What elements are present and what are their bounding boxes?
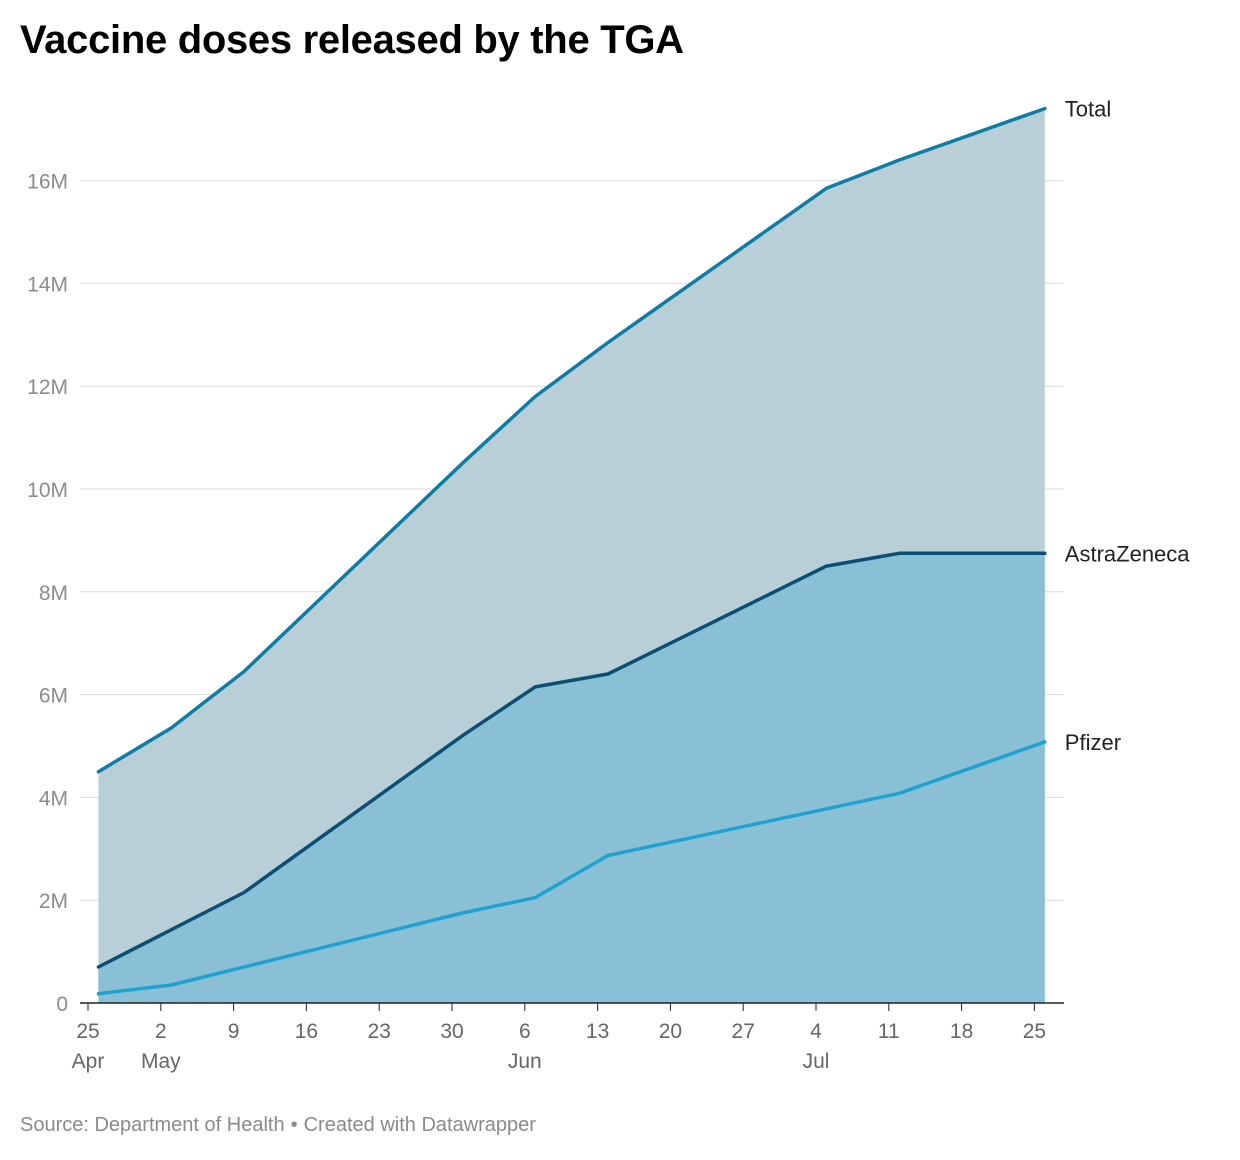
y-tick-label: 2M bbox=[39, 890, 68, 913]
astrazeneca-label: AstraZeneca bbox=[1065, 541, 1190, 566]
x-tick-label: 30 bbox=[440, 1020, 463, 1043]
y-tick-label: 16M bbox=[27, 171, 68, 194]
astrazeneca-area bbox=[98, 553, 1045, 1003]
y-tick-label: 14M bbox=[27, 273, 68, 296]
x-tick-month-label: May bbox=[141, 1050, 181, 1073]
pfizer-line bbox=[96, 740, 1047, 996]
x-axis-ticks: 25 Apr 2 May 9 16 23 30 6 Jun 13 20 27 4 Jul 11 18 25 bbox=[72, 1003, 1046, 1073]
total-line bbox=[96, 106, 1047, 774]
credit-note: Created with Datawrapper bbox=[303, 1114, 536, 1136]
y-tick-label: 6M bbox=[39, 685, 68, 708]
x-tick-label: 4 bbox=[810, 1020, 822, 1043]
x-tick-label: 2 bbox=[155, 1020, 167, 1043]
chart-title: Vaccine doses released by the TGA bbox=[20, 18, 684, 62]
x-tick-label: 11 bbox=[878, 1020, 900, 1043]
x-tick-label: 9 bbox=[228, 1020, 240, 1043]
x-tick-month-label: Jul bbox=[803, 1050, 830, 1073]
y-tick-label: 10M bbox=[27, 479, 68, 502]
astrazeneca-line bbox=[96, 551, 1047, 969]
x-tick-label: 25 bbox=[1023, 1020, 1046, 1043]
x-tick-label: 13 bbox=[586, 1020, 609, 1043]
chart-footer: Source: Department of Health • Created wit… bbox=[20, 1114, 536, 1137]
x-tick-label: 18 bbox=[950, 1020, 973, 1043]
y-tick-label: 0 bbox=[56, 993, 68, 1016]
chart-areas bbox=[98, 108, 1045, 1004]
x-tick-label: 6 bbox=[519, 1020, 531, 1043]
y-tick-label: 12M bbox=[27, 376, 68, 399]
x-tick-label: 20 bbox=[659, 1020, 682, 1043]
x-tick-label: 25 bbox=[76, 1020, 99, 1043]
x-tick-label: 16 bbox=[295, 1020, 318, 1043]
y-tick-label: 8M bbox=[39, 582, 68, 605]
chart: 0 2M 4M 6M 8M 10M 12M 14M 16M 25 Apr 2 May 9 16 23 30 6 J… bbox=[27, 97, 1190, 1073]
footer-separator: • bbox=[290, 1114, 298, 1136]
series-labels: Total AstraZeneca Pfizer bbox=[1065, 97, 1190, 755]
pfizer-label: Pfizer bbox=[1065, 730, 1121, 755]
x-tick-month-label: Jun bbox=[508, 1050, 542, 1073]
total-label: Total bbox=[1065, 97, 1111, 122]
x-tick-month-label: Apr bbox=[72, 1050, 105, 1073]
x-tick-label: 23 bbox=[368, 1020, 391, 1043]
y-axis-ticks: 0 2M 4M 6M 8M 10M 12M 14M 16M bbox=[27, 171, 68, 1016]
x-tick-label: 27 bbox=[732, 1020, 755, 1043]
y-tick-label: 4M bbox=[39, 787, 68, 810]
source-note: Source: Department of Health bbox=[20, 1114, 285, 1136]
series-lines bbox=[96, 106, 1047, 996]
